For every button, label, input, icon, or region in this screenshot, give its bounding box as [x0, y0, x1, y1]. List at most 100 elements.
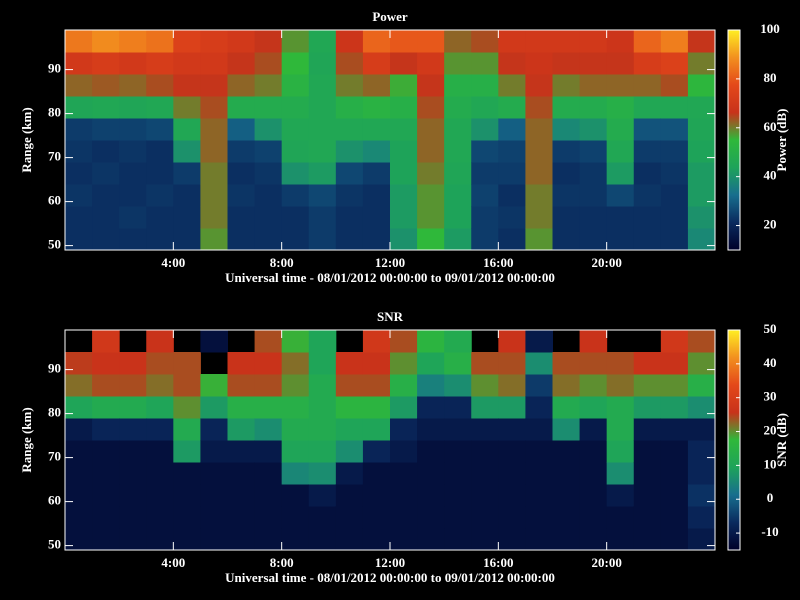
heatmap-cell	[335, 140, 364, 163]
heatmap-cell	[92, 96, 120, 119]
heatmap-cell	[200, 528, 228, 551]
y-tick-label: 50	[48, 237, 61, 252]
heatmap-cell	[335, 418, 364, 441]
heatmap-cell	[390, 228, 418, 251]
heatmap-cell	[200, 396, 228, 419]
heatmap-cell	[254, 52, 283, 75]
heatmap-cell	[552, 352, 581, 375]
heatmap-cell	[65, 74, 93, 97]
heatmap-cell	[579, 484, 608, 507]
heatmap-cell	[633, 528, 662, 551]
heatmap-cell	[444, 352, 472, 375]
heatmap-cell	[687, 140, 716, 163]
colorbar-tick-label: 80	[764, 70, 777, 85]
heatmap-cell	[606, 162, 635, 185]
heatmap-cell	[633, 140, 662, 163]
heatmap-cell	[606, 74, 635, 97]
heatmap-cell	[660, 96, 689, 119]
heatmap-cell	[606, 206, 635, 229]
heatmap-cell	[471, 184, 499, 207]
heatmap-cell	[200, 330, 228, 353]
heatmap-cell	[606, 506, 635, 529]
heatmap-cell	[335, 74, 364, 97]
heatmap-cell	[200, 506, 228, 529]
heatmap-cell	[687, 118, 716, 141]
heatmap-cell	[308, 96, 337, 119]
heatmap-cell	[471, 462, 499, 485]
heatmap-cell	[444, 440, 472, 463]
heatmap-cell	[173, 140, 201, 163]
heatmap-cell	[65, 140, 93, 163]
x-tick-label: 8:00	[270, 555, 294, 570]
heatmap-cell	[498, 418, 526, 441]
heatmap-cell	[471, 74, 499, 97]
heatmap-cell	[417, 528, 445, 551]
heatmap-cell	[525, 162, 553, 185]
heatmap-cell	[173, 374, 201, 397]
heatmap-cell	[335, 484, 364, 507]
heatmap-cell	[660, 484, 689, 507]
heatmap-cell	[552, 206, 581, 229]
heatmap-cell	[471, 140, 499, 163]
heatmap-cell	[119, 374, 147, 397]
heatmap-cell	[525, 506, 553, 529]
heatmap-cell	[444, 96, 472, 119]
heatmap-cell	[173, 228, 201, 251]
heatmap-cell	[417, 418, 445, 441]
heatmap-cell	[525, 528, 553, 551]
heatmap-cell	[362, 484, 391, 507]
x-tick-label: 16:00	[483, 255, 513, 270]
heatmap-cell	[390, 374, 418, 397]
heatmap-cell	[444, 396, 472, 419]
heatmap-cell	[362, 352, 391, 375]
heatmap-cell	[471, 440, 499, 463]
heatmap-cell	[308, 396, 337, 419]
heatmap-cell	[660, 162, 689, 185]
heatmap-cell	[119, 484, 147, 507]
heatmap-cell	[281, 330, 310, 353]
heatmap-cell	[390, 140, 418, 163]
heatmap-cell	[254, 352, 283, 375]
heatmap-cell	[552, 118, 581, 141]
heatmap-cell	[200, 162, 228, 185]
heatmap-cell	[254, 418, 283, 441]
heatmap-cell	[579, 440, 608, 463]
heatmap-cell	[633, 118, 662, 141]
heatmap-cell	[254, 440, 283, 463]
heatmap-cell	[552, 462, 581, 485]
heatmap-cell	[687, 352, 716, 375]
heatmap-cell	[254, 118, 283, 141]
heatmap-cell	[471, 374, 499, 397]
heatmap-cell	[173, 418, 201, 441]
heatmap-cell	[552, 528, 581, 551]
heatmap-cell	[660, 206, 689, 229]
heatmap-cell	[471, 418, 499, 441]
heatmap-cell	[92, 228, 120, 251]
heatmap-cell	[254, 374, 283, 397]
heatmap-cell	[65, 396, 93, 419]
heatmap-cell	[173, 462, 201, 485]
heatmap-cell	[362, 118, 391, 141]
heatmap-cell	[227, 462, 256, 485]
heatmap-cell	[335, 162, 364, 185]
heatmap-cell	[687, 162, 716, 185]
heatmap-cell	[390, 52, 418, 75]
heatmap-cell	[254, 184, 283, 207]
heatmap-cell	[173, 206, 201, 229]
heatmap-cell	[390, 396, 418, 419]
heatmap-cell	[65, 162, 93, 185]
heatmap-cell	[390, 484, 418, 507]
heatmap-cell	[65, 52, 93, 75]
y-tick-label: 90	[48, 61, 61, 76]
heatmap-cell	[687, 184, 716, 207]
heatmap-cell	[471, 352, 499, 375]
heatmap-cell	[633, 96, 662, 119]
heatmap-cell	[335, 52, 364, 75]
heatmap-cell	[444, 462, 472, 485]
heatmap-cell	[552, 52, 581, 75]
heatmap-cell	[146, 206, 174, 229]
heatmap-cell	[362, 374, 391, 397]
heatmap-cell	[362, 74, 391, 97]
heatmap-cell	[525, 184, 553, 207]
heatmap-cell	[254, 396, 283, 419]
